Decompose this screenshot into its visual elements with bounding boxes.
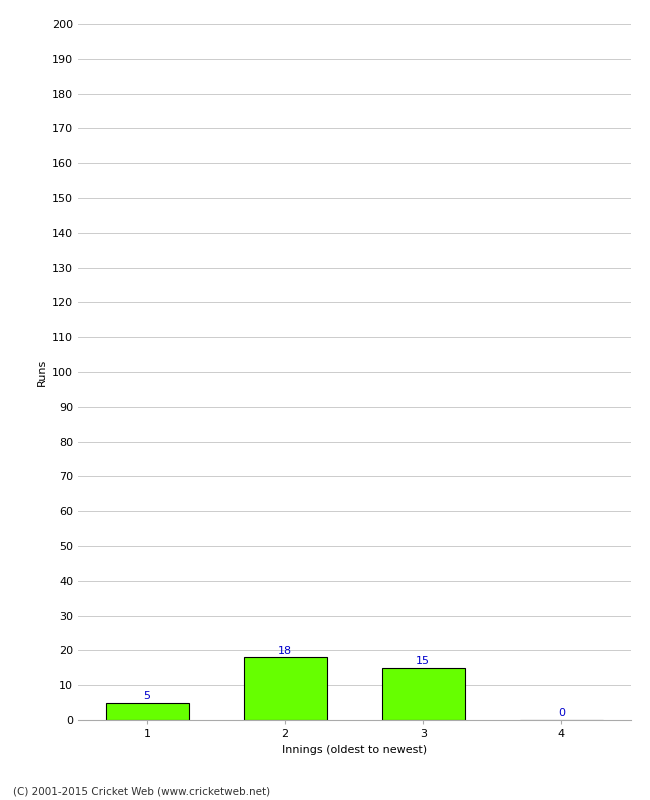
X-axis label: Innings (oldest to newest): Innings (oldest to newest) [281, 745, 427, 754]
Y-axis label: Runs: Runs [36, 358, 46, 386]
Text: (C) 2001-2015 Cricket Web (www.cricketweb.net): (C) 2001-2015 Cricket Web (www.cricketwe… [13, 786, 270, 796]
Text: 18: 18 [278, 646, 292, 656]
Bar [244, 658, 326, 720]
Text: 0: 0 [558, 708, 565, 718]
Text: 5: 5 [144, 691, 151, 701]
Text: 15: 15 [416, 656, 430, 666]
Bar [105, 702, 188, 720]
Bar [382, 668, 465, 720]
